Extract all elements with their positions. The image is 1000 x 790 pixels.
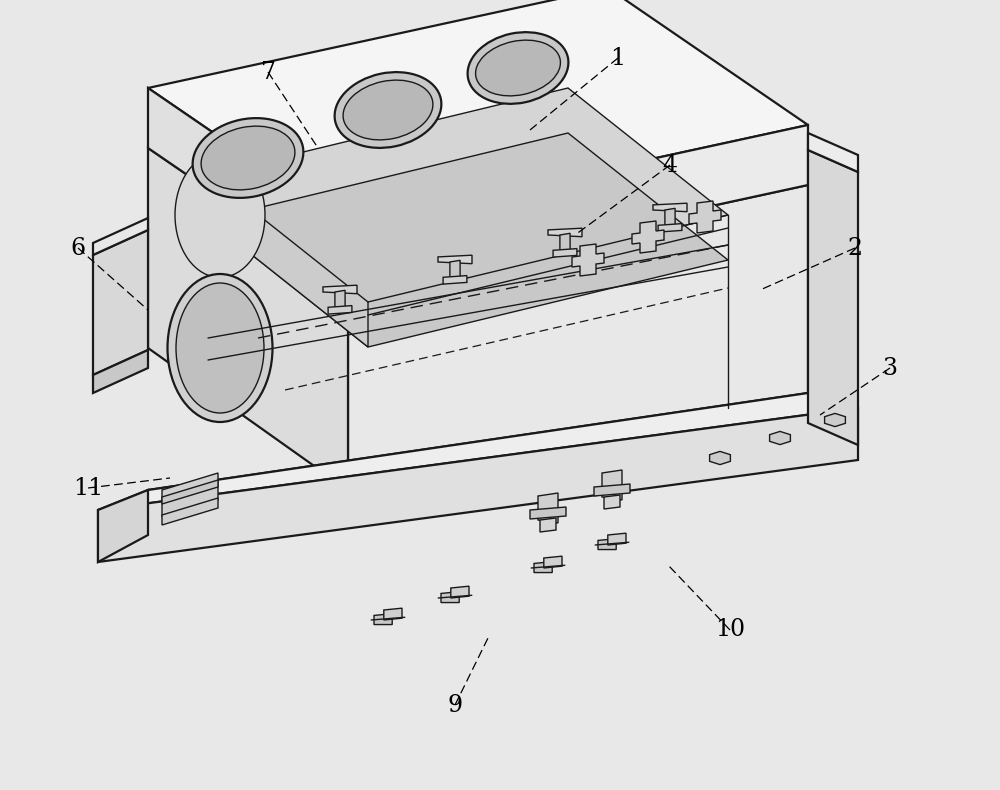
Polygon shape (374, 614, 392, 625)
Ellipse shape (175, 152, 265, 277)
Polygon shape (544, 556, 562, 568)
Polygon shape (443, 276, 467, 284)
Polygon shape (572, 244, 604, 276)
Polygon shape (560, 233, 570, 252)
Polygon shape (441, 592, 459, 603)
Polygon shape (335, 290, 345, 309)
Text: 11: 11 (73, 476, 103, 499)
Polygon shape (93, 218, 148, 255)
Polygon shape (208, 133, 728, 347)
Ellipse shape (468, 32, 568, 103)
Polygon shape (530, 507, 566, 519)
Polygon shape (632, 221, 664, 253)
Text: 10: 10 (715, 619, 745, 641)
Polygon shape (93, 230, 148, 375)
Polygon shape (148, 0, 808, 225)
Polygon shape (710, 451, 730, 465)
Polygon shape (553, 249, 577, 257)
Polygon shape (825, 413, 845, 427)
Polygon shape (323, 285, 357, 294)
Ellipse shape (476, 40, 560, 96)
Polygon shape (208, 88, 728, 302)
Polygon shape (540, 518, 556, 532)
Polygon shape (770, 431, 790, 445)
Polygon shape (604, 495, 620, 509)
Polygon shape (162, 498, 218, 525)
Text: 2: 2 (847, 236, 863, 259)
Text: 4: 4 (662, 153, 678, 176)
Polygon shape (658, 224, 682, 232)
Polygon shape (98, 393, 858, 510)
Text: 3: 3 (883, 356, 898, 379)
Polygon shape (665, 209, 675, 227)
Ellipse shape (343, 80, 433, 140)
Polygon shape (538, 493, 558, 523)
Polygon shape (162, 473, 218, 517)
Polygon shape (808, 133, 858, 172)
Polygon shape (148, 88, 348, 285)
Polygon shape (594, 484, 630, 496)
Polygon shape (148, 48, 808, 285)
Ellipse shape (193, 118, 303, 198)
Polygon shape (162, 480, 218, 504)
Text: 7: 7 (261, 61, 276, 84)
Ellipse shape (201, 126, 295, 190)
Polygon shape (98, 490, 148, 562)
Text: 9: 9 (447, 694, 463, 717)
Polygon shape (148, 148, 348, 490)
Polygon shape (548, 228, 582, 237)
Polygon shape (602, 470, 622, 500)
Polygon shape (148, 393, 808, 535)
Polygon shape (608, 533, 626, 545)
Text: 1: 1 (610, 47, 626, 70)
Polygon shape (598, 539, 616, 550)
Polygon shape (208, 175, 368, 347)
Ellipse shape (335, 72, 441, 148)
Polygon shape (93, 350, 148, 393)
Polygon shape (534, 562, 552, 573)
Polygon shape (808, 150, 858, 445)
Polygon shape (451, 586, 469, 598)
Polygon shape (98, 408, 858, 562)
Ellipse shape (176, 283, 264, 413)
Polygon shape (450, 260, 460, 279)
Polygon shape (348, 185, 808, 490)
Polygon shape (328, 306, 352, 314)
Polygon shape (438, 255, 472, 264)
Text: 6: 6 (70, 236, 86, 259)
Polygon shape (384, 608, 402, 620)
Polygon shape (689, 201, 721, 233)
Polygon shape (653, 203, 687, 212)
Polygon shape (348, 125, 808, 285)
Ellipse shape (168, 274, 273, 422)
